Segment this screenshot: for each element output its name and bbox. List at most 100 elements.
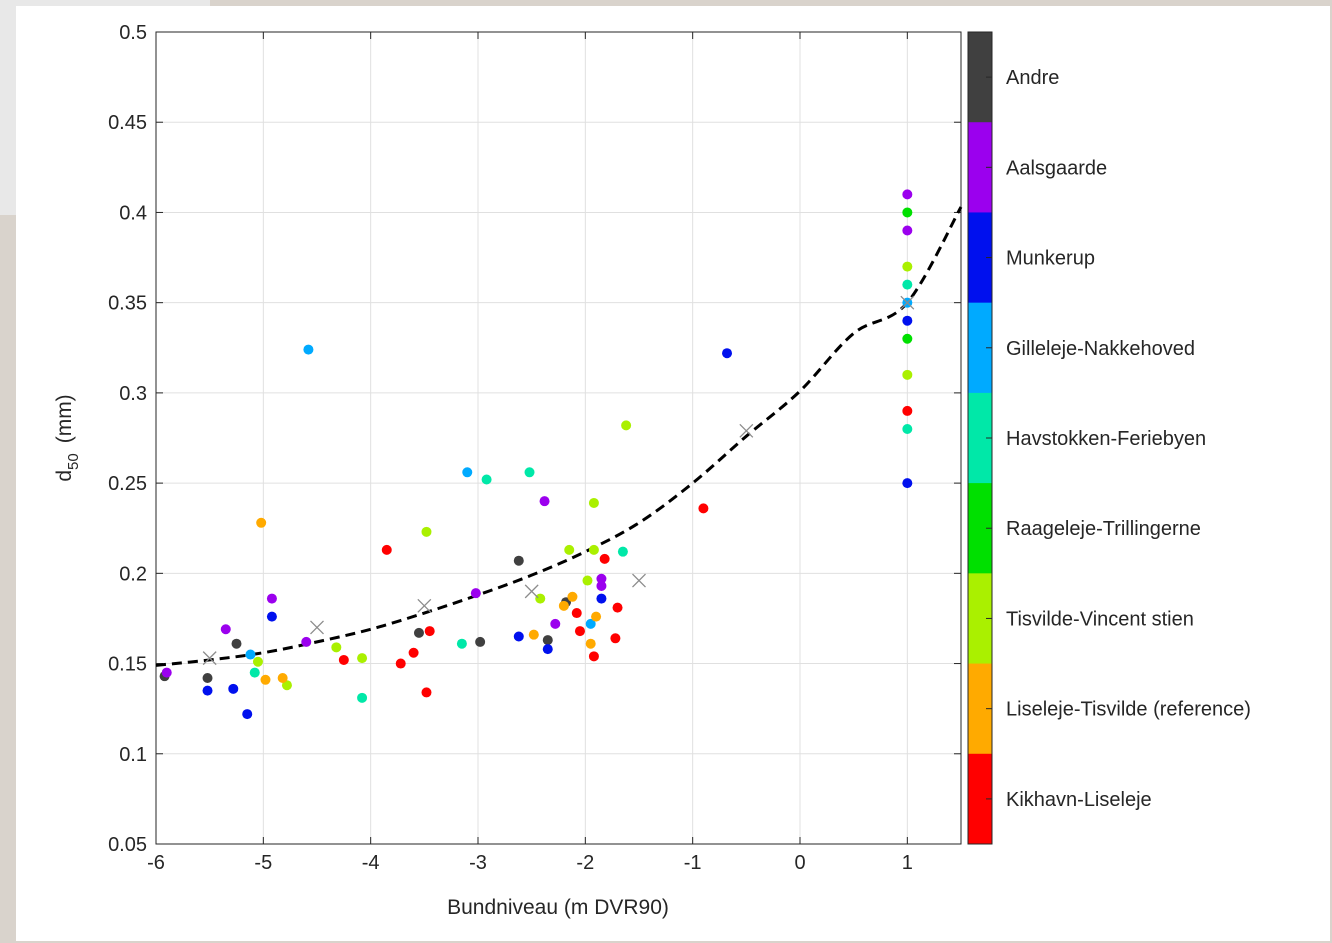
data-point: [902, 261, 913, 272]
data-point: [470, 588, 481, 599]
data-point: [513, 555, 524, 566]
data-point: [421, 687, 432, 698]
data-point: [256, 517, 267, 528]
data-point: [591, 611, 602, 622]
y-tick-label: 0.15: [108, 654, 147, 676]
colorbar-label: Gilleleje-Nakkehoved: [1006, 338, 1195, 360]
figure-panel: [16, 6, 1330, 941]
data-point: [245, 649, 256, 660]
data-point: [902, 189, 913, 200]
axis-ticks: -6 -5 -4 -3 -2 -1 0 1 0.05 0.1 0.15 0.2 0.25 0.3 0.35 0…: [108, 22, 961, 874]
data-point: [567, 591, 578, 602]
mean-marker: [900, 295, 915, 310]
y-tick-label: 0.25: [108, 473, 147, 495]
data-point: [542, 635, 553, 646]
data-point: [357, 653, 368, 664]
data-point: [202, 685, 213, 696]
x-tick-label: -1: [684, 852, 702, 874]
data-point: [524, 467, 535, 478]
data-point: [357, 692, 368, 703]
data-point: [902, 405, 913, 416]
data-point: [381, 544, 392, 555]
data-point: [902, 369, 913, 380]
x-axis-label: Bundniveau (m DVR90): [447, 896, 669, 919]
data-point: [513, 631, 524, 642]
data-points: [159, 189, 913, 720]
colorbar-label: Liseleje-Tisvilde (reference): [1006, 699, 1251, 721]
data-point: [574, 626, 585, 637]
mean-marker: [739, 423, 754, 438]
data-point: [612, 602, 623, 613]
data-point: [621, 420, 632, 431]
plot-area: [155, 31, 962, 845]
data-point: [698, 503, 709, 514]
data-point: [585, 618, 596, 629]
data-point: [902, 333, 913, 344]
data-point: [281, 680, 292, 691]
x-tick-label: -5: [254, 852, 272, 874]
trend-curve: [155, 206, 963, 667]
x-tick-label: 1: [902, 852, 913, 874]
mean-marker: [417, 598, 432, 613]
data-point: [902, 279, 913, 290]
data-point: [588, 497, 599, 508]
colorbar-label: Kikhavn-Liseleje: [1006, 789, 1152, 811]
data-point: [252, 656, 263, 667]
colorbar: Andre Aalsgaarde Munkerup Gilleleje-Nakkeho…: [967, 31, 1251, 845]
data-point: [249, 667, 260, 678]
colorbar-label: Havstokken-Feriebyen: [1006, 428, 1206, 450]
data-point: [571, 608, 582, 619]
data-point: [481, 474, 492, 485]
y-tick-label: 0.3: [119, 383, 147, 405]
x-tick-label: -6: [147, 852, 165, 874]
y-axis-label-main: d: [53, 470, 76, 482]
data-point: [456, 638, 467, 649]
data-point: [338, 654, 349, 665]
data-point: [535, 593, 546, 604]
data-point: [596, 593, 607, 604]
data-point: [564, 544, 575, 555]
data-point: [231, 638, 242, 649]
x-tick-label: 0: [794, 852, 805, 874]
data-point: [585, 638, 596, 649]
mean-marker: [632, 573, 646, 588]
data-point: [303, 344, 314, 355]
grid-lines: [155, 31, 961, 845]
data-point: [395, 658, 406, 669]
colorbar-label: Aalsgaarde: [1006, 157, 1107, 179]
colorbar-label: Andre: [1006, 67, 1059, 89]
data-point: [542, 644, 553, 655]
data-point: [610, 633, 621, 644]
data-point: [902, 478, 913, 489]
data-point: [528, 629, 539, 640]
data-point: [161, 667, 172, 678]
data-point: [301, 636, 312, 647]
y-tick-label: 0.45: [108, 112, 147, 134]
data-point: [588, 544, 599, 555]
data-point: [550, 618, 561, 629]
data-point: [599, 553, 610, 564]
data-point: [596, 580, 607, 591]
data-point: [277, 672, 288, 683]
mean-marker: [202, 651, 217, 666]
y-axis-label-unit: (mm): [53, 394, 76, 443]
data-point: [902, 207, 913, 218]
data-point: [722, 348, 733, 359]
data-point: [588, 651, 599, 662]
mean-markers: [202, 295, 915, 666]
data-point: [424, 626, 435, 637]
x-tick-label: -4: [362, 852, 380, 874]
data-point: [617, 546, 628, 557]
data-point: [260, 674, 271, 685]
data-point: [582, 575, 593, 586]
data-point: [596, 573, 607, 584]
data-point: [539, 496, 550, 507]
colorbar-label: Munkerup: [1006, 248, 1095, 270]
data-point: [558, 600, 569, 611]
mean-marker: [524, 584, 539, 599]
data-point: [413, 627, 424, 638]
data-point: [202, 672, 213, 683]
mean-marker: [310, 620, 324, 635]
data-point: [266, 611, 277, 622]
y-tick-label: 0.2: [119, 563, 147, 585]
